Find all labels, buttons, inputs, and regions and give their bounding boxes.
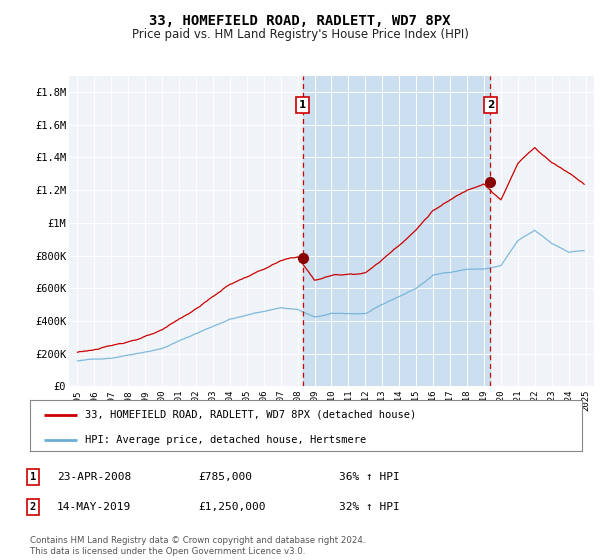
Text: 1: 1 [299,100,307,110]
Text: £785,000: £785,000 [198,472,252,482]
Text: HPI: Average price, detached house, Hertsmere: HPI: Average price, detached house, Hert… [85,435,367,445]
Text: 14-MAY-2019: 14-MAY-2019 [57,502,131,512]
Text: Price paid vs. HM Land Registry's House Price Index (HPI): Price paid vs. HM Land Registry's House … [131,28,469,41]
Text: 32% ↑ HPI: 32% ↑ HPI [339,502,400,512]
Text: 23-APR-2008: 23-APR-2008 [57,472,131,482]
Text: 36% ↑ HPI: 36% ↑ HPI [339,472,400,482]
Text: 1: 1 [30,472,36,482]
Text: 33, HOMEFIELD ROAD, RADLETT, WD7 8PX: 33, HOMEFIELD ROAD, RADLETT, WD7 8PX [149,14,451,28]
Text: 33, HOMEFIELD ROAD, RADLETT, WD7 8PX (detached house): 33, HOMEFIELD ROAD, RADLETT, WD7 8PX (de… [85,409,416,419]
Text: 2: 2 [30,502,36,512]
Text: 2: 2 [487,100,494,110]
Text: Contains HM Land Registry data © Crown copyright and database right 2024.
This d: Contains HM Land Registry data © Crown c… [30,536,365,556]
Bar [303,76,490,386]
Text: £1,250,000: £1,250,000 [198,502,265,512]
